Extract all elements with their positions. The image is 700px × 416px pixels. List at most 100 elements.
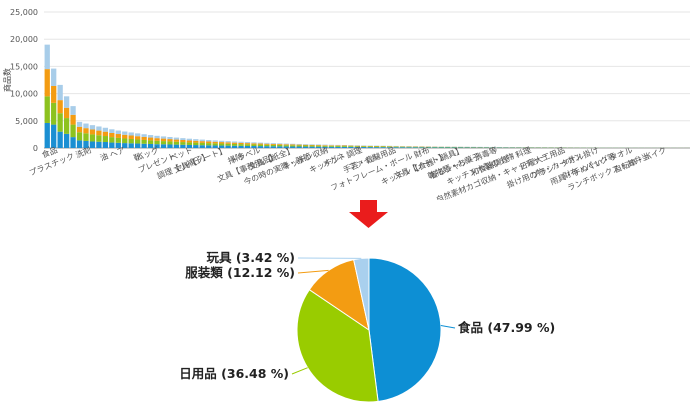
bar-segment xyxy=(244,142,251,144)
bar-segment xyxy=(102,127,109,132)
bar-segment xyxy=(374,147,380,148)
bar-segment xyxy=(160,141,167,145)
bar-series xyxy=(44,44,690,148)
bar-segment xyxy=(283,143,289,145)
bar-segment xyxy=(206,141,212,144)
bar-segment xyxy=(167,139,173,142)
bar-segment xyxy=(193,140,199,143)
bar-segment xyxy=(212,143,218,146)
bar-segment xyxy=(354,146,360,148)
bar-segment xyxy=(89,125,96,130)
bar-segment xyxy=(63,107,70,119)
pie-slice-label: 日用品 (36.48 %) xyxy=(179,366,289,381)
pie-slice-name: 玩具 xyxy=(206,250,235,265)
bar-segment xyxy=(348,146,354,147)
bar-segment xyxy=(225,143,231,146)
bar-segment xyxy=(128,135,134,139)
bar-segment xyxy=(231,143,238,146)
bar-segment xyxy=(296,146,302,148)
bar-segment xyxy=(109,132,115,138)
bar-segment xyxy=(44,69,50,97)
pie-leader-line xyxy=(291,367,308,375)
bar-segment xyxy=(302,146,309,148)
bar-segment xyxy=(361,146,367,148)
bar-segment xyxy=(393,146,399,148)
bar-segment xyxy=(309,144,315,146)
bar-segment xyxy=(244,143,251,145)
bar-segment xyxy=(167,144,173,148)
bar-segment xyxy=(335,145,341,147)
bar-segment xyxy=(147,137,154,141)
bar-segment xyxy=(83,123,89,129)
bar-segment xyxy=(386,147,393,148)
bar-segment xyxy=(167,137,173,140)
bar-segment xyxy=(283,146,289,148)
bar-segment xyxy=(290,144,296,146)
bar-segment xyxy=(290,145,296,147)
bar-segment xyxy=(302,145,309,147)
bar-segment xyxy=(193,142,199,146)
bar-segment xyxy=(315,145,322,146)
bar-segment xyxy=(212,141,218,144)
bar-segment xyxy=(328,145,335,147)
bar-segment xyxy=(419,146,425,148)
bar-segment xyxy=(199,139,205,142)
bar-segment xyxy=(328,144,335,146)
pie-slice xyxy=(368,257,442,402)
bar-segment xyxy=(44,122,50,148)
bar-segment xyxy=(199,142,205,146)
bar-segment xyxy=(257,142,264,144)
bar-segment xyxy=(257,144,264,147)
bar-segment xyxy=(361,147,367,148)
bar-segment xyxy=(102,136,109,143)
bar-segment xyxy=(141,143,147,148)
bar-segment xyxy=(96,126,102,131)
bar-segment xyxy=(315,144,322,146)
bar-segment xyxy=(57,131,63,148)
bar-segment xyxy=(70,137,76,148)
pie-slices xyxy=(296,257,442,403)
pie-slice-label: 食品 (47.99 %) xyxy=(457,320,555,335)
bar-segment xyxy=(147,143,154,148)
bar-segment xyxy=(251,144,257,147)
bar-segment xyxy=(154,140,160,145)
bar-segment xyxy=(115,137,121,143)
bar-segment xyxy=(302,144,309,145)
pie-leader-line xyxy=(297,269,329,274)
pie-slice xyxy=(296,288,379,403)
bar-segment xyxy=(173,137,180,140)
bar-segment xyxy=(63,96,70,108)
bar-segment xyxy=(458,147,464,148)
bar-segment xyxy=(244,144,251,146)
y-tick-label: 0 xyxy=(33,144,38,153)
arrow-shaft xyxy=(360,200,377,212)
bar-segment xyxy=(231,145,238,148)
bar-segment xyxy=(238,144,244,146)
bar-segment xyxy=(257,146,264,148)
bar-segment xyxy=(96,141,102,148)
bar-segment xyxy=(412,147,419,148)
bar-segment xyxy=(302,144,309,146)
bar-segment xyxy=(341,146,348,148)
bar-segment xyxy=(70,124,76,138)
bar-segment xyxy=(283,144,289,146)
pie-slice-label: 玩具 (3.42 %) xyxy=(206,250,295,265)
bar-segment xyxy=(244,145,251,148)
bar-segment xyxy=(322,145,328,147)
bar-segment xyxy=(83,140,89,148)
bar-segment xyxy=(206,140,212,142)
bar-segment xyxy=(464,147,470,148)
bar-segment xyxy=(277,146,283,148)
bar-segment xyxy=(270,144,276,147)
bar-segment xyxy=(335,145,341,146)
bar-segment xyxy=(122,143,128,148)
bar-segment xyxy=(238,145,244,148)
bar-segment xyxy=(445,147,451,148)
bar-segment xyxy=(380,147,386,148)
bar-segment xyxy=(199,145,205,148)
bar-segment xyxy=(173,139,180,142)
y-tick-label: 5,000 xyxy=(15,117,38,126)
bar-segment xyxy=(122,131,128,135)
bar-segment xyxy=(219,145,225,148)
